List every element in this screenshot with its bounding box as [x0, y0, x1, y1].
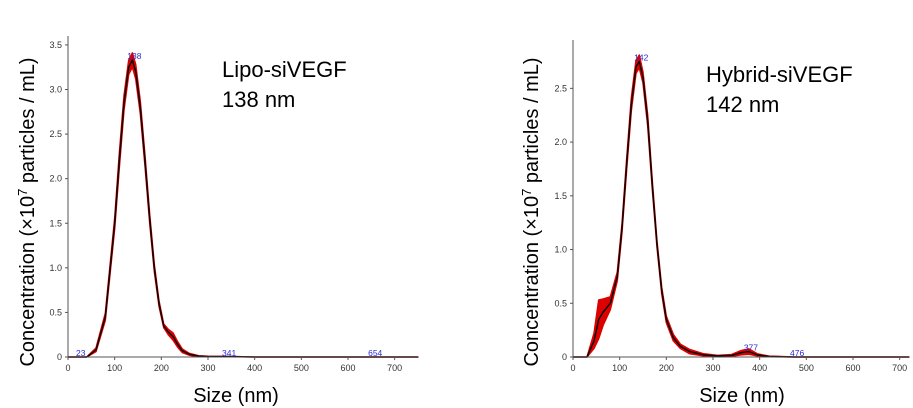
size-label: 138 nm — [222, 87, 295, 112]
sample-label: Hybrid-siVEGF — [706, 62, 853, 87]
size-label: 142 nm — [706, 92, 779, 117]
y-tick-label: 1.0 — [49, 263, 62, 273]
x-tick-label: 500 — [799, 363, 814, 373]
axes — [65, 36, 418, 360]
x-tick-label: 100 — [107, 363, 122, 373]
x-tick-label: 300 — [705, 363, 720, 373]
y-axis-title: Concentration (×107 particles / mL) — [519, 57, 543, 366]
peak-label: 476 — [790, 348, 804, 358]
y-axis-title: Concentration (×107 particles / mL) — [15, 57, 39, 366]
tick-labels: 0 0.5 1.0 1.5 2.0 2.5 3.0 3.5 0 100 200 300 400 500 60… — [49, 40, 402, 373]
peak-label: 341 — [222, 348, 236, 358]
mean-line-layer — [573, 60, 909, 358]
x-axis-title: Size (nm) — [699, 385, 785, 407]
y-tick-label: 2.5 — [554, 83, 567, 93]
x-tick-label: 200 — [659, 363, 674, 373]
y-tick-label: 2.0 — [49, 174, 62, 184]
x-tick-label: 500 — [294, 363, 309, 373]
y-tick-label: 2.0 — [554, 137, 567, 147]
x-tick-label: 300 — [200, 363, 215, 373]
x-axis-title: Size (nm) — [193, 385, 279, 407]
peak-labels: 142 377 476 — [634, 52, 804, 358]
x-tick-label: 700 — [892, 363, 907, 373]
x-tick-label: 600 — [340, 363, 355, 373]
y-tick-label: 3.5 — [49, 40, 62, 50]
x-tick-label: 600 — [845, 363, 860, 373]
axes — [570, 40, 909, 360]
x-tick-label: 400 — [752, 363, 767, 373]
y-tick-label: 3.0 — [49, 85, 62, 95]
peak-label: 377 — [744, 343, 758, 353]
x-tick-label: 200 — [154, 363, 169, 373]
x-tick-label: 0 — [570, 363, 575, 373]
x-tick-label: 400 — [247, 363, 262, 373]
x-tick-label: 0 — [65, 363, 70, 373]
peak-label: 23 — [76, 348, 86, 358]
y-tick-label: 2.5 — [49, 129, 62, 139]
sample-label: Lipo-siVEGF — [222, 57, 347, 82]
y-tick-label: 1.5 — [554, 191, 567, 201]
x-tick-label: 700 — [387, 363, 402, 373]
peak-label: 138 — [127, 51, 141, 61]
chart-panel-hybrid: 0 0.5 1.0 1.5 2.0 2.5 0 100 200 300 400 500 600 700 1… — [519, 40, 910, 407]
chart-panel-lipo: 0 0.5 1.0 1.5 2.0 2.5 3.0 3.5 0 100 200 300 400 500 60… — [15, 36, 419, 407]
x-tick-label: 100 — [612, 363, 627, 373]
peak-label: 654 — [368, 348, 382, 358]
y-tick-label: 1.5 — [49, 218, 62, 228]
y-tick-label: 0 — [562, 352, 567, 362]
mean-size-distribution-line — [573, 60, 909, 358]
peak-label: 142 — [634, 52, 648, 62]
tick-labels: 0 0.5 1.0 1.5 2.0 2.5 0 100 200 300 400 500 600 700 — [554, 83, 907, 373]
y-tick-label: 1.0 — [554, 245, 567, 255]
y-tick-label: 0.5 — [554, 298, 567, 308]
y-tick-label: 0 — [57, 352, 62, 362]
y-tick-label: 0.5 — [49, 307, 62, 317]
peak-labels: 23 138 341 654 — [76, 51, 383, 358]
